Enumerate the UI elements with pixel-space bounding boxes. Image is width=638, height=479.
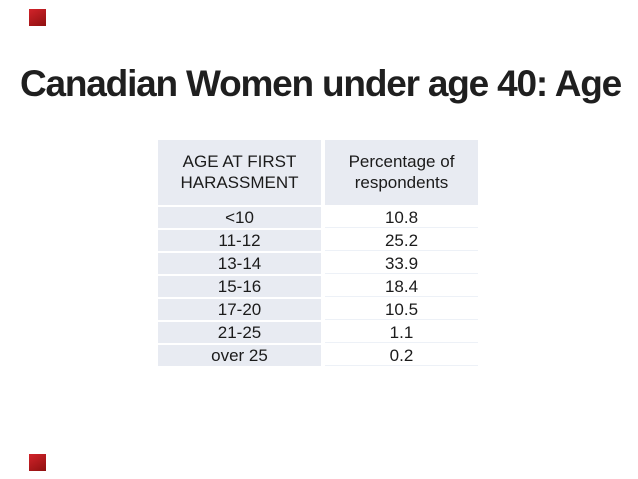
table-cell-age: 21-25 — [158, 322, 321, 343]
table-cell-pct: 18.4 — [325, 276, 478, 297]
table-cell-pct: 10.5 — [325, 299, 478, 320]
table-cell-age: 17-20 — [158, 299, 321, 320]
table-header-percentage: Percentage of respondents — [325, 140, 478, 205]
slide-title: Canadian Women under age 40: Age — [20, 62, 622, 104]
data-table: AGE AT FIRST HARASSMENT Percentage of re… — [158, 140, 478, 366]
table-cell-pct: 25.2 — [325, 230, 478, 251]
red-corner-mark-bottom — [29, 454, 46, 471]
table-cell-age: 11-12 — [158, 230, 321, 251]
table-cell-age: 15-16 — [158, 276, 321, 297]
table-cell-age: 13-14 — [158, 253, 321, 274]
table-cell-pct: 33.9 — [325, 253, 478, 274]
table-cell-pct: 0.2 — [325, 345, 478, 366]
table-cell-pct: 1.1 — [325, 322, 478, 343]
table-cell-age: <10 — [158, 207, 321, 228]
table-cell-age: over 25 — [158, 345, 321, 366]
red-corner-mark-top — [29, 9, 46, 26]
table-cell-pct: 10.8 — [325, 207, 478, 228]
table-header-age: AGE AT FIRST HARASSMENT — [158, 140, 321, 205]
